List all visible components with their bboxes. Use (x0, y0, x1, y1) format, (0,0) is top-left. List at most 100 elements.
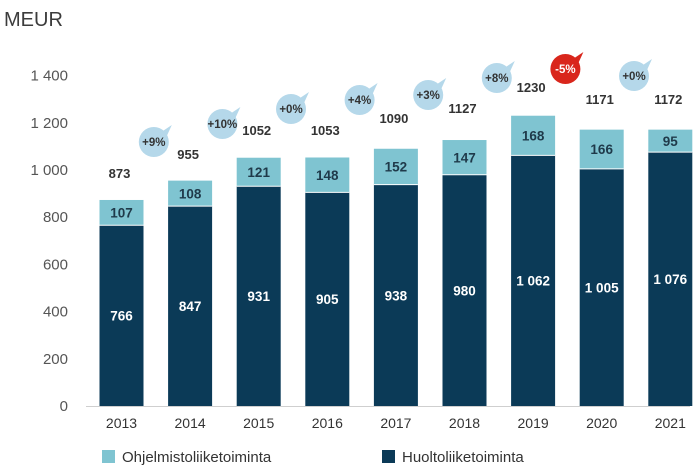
bar-segment-ohjelmisto (168, 180, 213, 207)
total-label: 1127 (448, 101, 476, 116)
bar-segment-huolto (236, 186, 281, 406)
bar-value-label-huolto: 766 (110, 309, 133, 324)
growth-badge-label: +8% (485, 73, 508, 85)
growth-badge: -5% (550, 52, 584, 84)
bar-segment-huolto (579, 168, 624, 406)
growth-badge: +8% (481, 61, 515, 93)
bar-segment-ohjelmisto (373, 148, 418, 185)
bar-value-label-ohjelmisto: 107 (110, 206, 133, 221)
bar-value-label-huolto: 1 076 (653, 272, 687, 287)
bar-segment-huolto (168, 206, 213, 406)
bar-value-label-ohjelmisto: 168 (522, 129, 545, 144)
y-axis: 0 200 400 600 800 1 000 1 200 1 400 (30, 68, 68, 415)
x-tick-label: 2021 (655, 415, 686, 431)
growth-badge: +0% (276, 92, 309, 124)
bars: 766 107 847 108 931 121 905 148 938 152 980 147 1 06… (99, 115, 693, 406)
growth-badge-circle (207, 109, 238, 139)
growth-badge-tail (574, 52, 584, 63)
bar-value-label-huolto: 931 (247, 289, 270, 304)
bar-value-label-huolto: 1 062 (516, 274, 550, 289)
legend-swatch (382, 450, 395, 463)
total-label: 1230 (517, 80, 546, 95)
bar-segment-ohjelmisto (236, 157, 281, 187)
total-label: 1053 (311, 123, 340, 138)
total-label: 1090 (379, 111, 408, 126)
bar-value-label-huolto: 905 (316, 292, 339, 307)
bar-segment-ohjelmisto (648, 129, 693, 153)
growth-badge: +9% (138, 125, 172, 157)
bar-value-label-huolto: 847 (179, 299, 202, 314)
total-label: 955 (177, 147, 199, 162)
y-tick-label: 800 (43, 209, 68, 226)
growth-badge: +3% (413, 78, 447, 110)
x-tick-label: 2016 (312, 415, 343, 431)
y-tick-label: 0 (60, 398, 68, 415)
bar-segment-huolto (442, 174, 487, 406)
bar-segment-ohjelmisto (511, 115, 556, 156)
x-tick-label: 2017 (380, 415, 411, 431)
bar-value-label-huolto: 1 005 (585, 280, 619, 295)
total-label: 1052 (242, 123, 271, 138)
bar-segment-huolto (511, 155, 556, 406)
bar-segment-huolto (648, 152, 693, 406)
growth-badge-circle (138, 127, 169, 157)
y-tick-label: 400 (43, 304, 68, 321)
x-tick-label: 2018 (449, 415, 480, 431)
bar-value-label-ohjelmisto: 108 (179, 186, 202, 201)
bar-value-label-huolto: 938 (385, 288, 408, 303)
total-labels: 873 955 1052 1053 1090 1127 1230 1171 1172 (109, 80, 683, 181)
legend-label: Huoltoliiketoiminta (402, 449, 524, 466)
bar-segment-huolto (99, 225, 144, 406)
growth-badge: +4% (344, 83, 378, 115)
bar-value-label-ohjelmisto: 166 (590, 142, 613, 157)
bar-value-label-ohjelmisto: 147 (453, 150, 476, 165)
growth-badge-circle (481, 63, 512, 93)
growth-badge-tail (231, 107, 241, 118)
growth-badge-tail (300, 92, 309, 103)
y-tick-label: 1 400 (30, 68, 68, 85)
bar-segment-ohjelmisto (442, 140, 487, 175)
x-tick-label: 2015 (243, 415, 274, 431)
x-tick-label: 2020 (586, 415, 617, 431)
growth-badge-tail (643, 59, 652, 70)
y-tick-label: 1 000 (30, 162, 68, 179)
growth-badge: +10% (207, 107, 241, 139)
bar-value-label-ohjelmisto: 121 (247, 165, 270, 180)
growth-badge-label: +0% (622, 71, 645, 83)
growth-badge-circle (413, 80, 444, 110)
growth-badge-circle (276, 94, 306, 124)
growth-badge-tail (368, 83, 378, 94)
bar-value-label-ohjelmisto: 95 (663, 134, 679, 149)
x-tick-label: 2013 (106, 415, 137, 431)
bar-segment-huolto (305, 192, 350, 406)
bar-value-label-ohjelmisto: 152 (385, 160, 408, 175)
growth-badge: +0% (619, 59, 652, 91)
growth-badge-circle (344, 85, 375, 115)
growth-badge-tail (437, 78, 447, 89)
bar-value-label-huolto: 980 (453, 283, 476, 298)
legend-swatch (102, 450, 115, 463)
x-tick-label: 2014 (175, 415, 206, 431)
growth-badge-label: +0% (279, 104, 302, 116)
growth-badge-label: +4% (348, 95, 371, 107)
growth-badge-label: +10% (208, 119, 238, 131)
growth-badge-circle (619, 61, 649, 91)
y-tick-label: 600 (43, 256, 68, 273)
growth-badge-label: +9% (142, 137, 165, 149)
growth-badge-label: +3% (417, 90, 440, 102)
x-tick-label: 2019 (518, 415, 549, 431)
y-tick-label: 200 (43, 351, 68, 368)
bar-value-label-ohjelmisto: 148 (316, 168, 339, 183)
total-label: 1172 (654, 92, 682, 107)
growth-badge-circle (550, 54, 581, 84)
bar-segment-ohjelmisto (579, 129, 624, 169)
bar-segment-ohjelmisto (99, 199, 144, 226)
y-axis-unit-label: MEUR (4, 9, 63, 31)
legend: Ohjelmistoliiketoiminta Huoltoliiketoimin… (102, 449, 524, 466)
legend-label: Ohjelmistoliiketoiminta (122, 449, 272, 466)
growth-badges: +9% +10% +0% +4% +3% +8% -5% +0% (138, 52, 652, 157)
bar-segment-huolto (373, 184, 418, 406)
x-axis: 2013 2014 2015 2016 2017 2018 2019 2020 2021 (86, 406, 690, 431)
growth-badge-tail (505, 61, 515, 72)
